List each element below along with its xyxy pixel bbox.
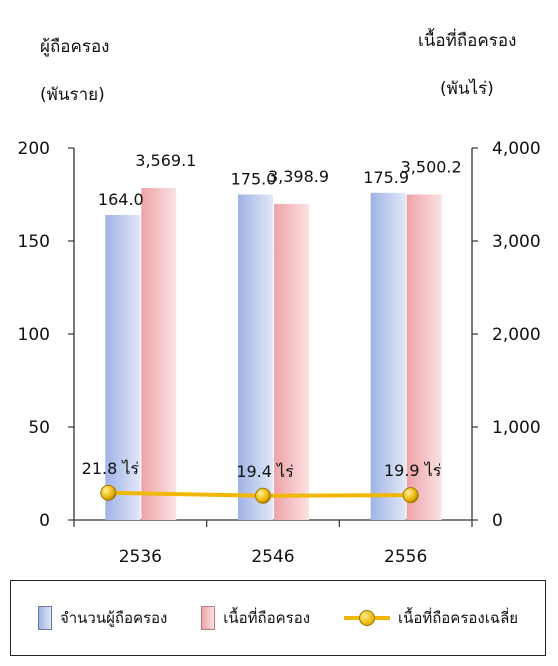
axes-layer: ผู้ถือครอง (พันราย) เนื้อที่ถือครอง (พันไร่…: [18, 28, 541, 567]
average-point: [255, 487, 271, 504]
right-tick-label: 3,000: [492, 232, 541, 252]
legend-swatch-pink: [201, 606, 216, 630]
legend: จำนวนผู้ถือครอง เนื้อที่ถือครอง เนื้อที่…: [10, 580, 546, 656]
data-label-average: 19.9 ไร่: [384, 461, 442, 480]
data-label-holders: 175.0: [231, 170, 277, 189]
x-tick-label: 2556: [384, 547, 427, 567]
right-axis-title: เนื้อที่ถือครอง: [418, 28, 516, 51]
right-tick-label: 4,000: [492, 139, 541, 159]
data-label-area: 3,500.2: [401, 157, 462, 176]
legend-swatch-blue: [37, 606, 52, 630]
legend-item-average: เนื้อที่ถือครองเฉลี่ย: [343, 606, 519, 630]
left-tick-label: 200: [18, 139, 50, 159]
left-tick-label: 50: [28, 418, 50, 438]
bars-layer: [105, 188, 442, 521]
legend-label-average: เนื้อที่ถือครองเฉลี่ย: [397, 609, 519, 627]
bar-holders: [370, 192, 406, 521]
line-layer: [100, 484, 419, 504]
bar-area: [406, 194, 442, 521]
data-label-holders: 164.0: [98, 190, 144, 209]
data-label-holders: 175.9: [363, 168, 409, 187]
legend-swatch-line: [343, 608, 390, 628]
right-axis-unit: (พันไร่): [440, 78, 494, 99]
bar-holders: [105, 214, 141, 520]
left-axis-title: ผู้ถือครอง: [40, 37, 109, 57]
data-label-area: 3,569.1: [135, 151, 196, 170]
data-label-area: 3,398.9: [268, 167, 329, 186]
bar-area: [141, 188, 177, 520]
right-tick-label: 2,000: [492, 325, 541, 345]
legend-item-holders: จำนวนผู้ถือครอง: [37, 606, 168, 630]
left-axis-unit: (พันราย): [40, 85, 105, 105]
right-tick-label: 1,000: [492, 418, 541, 438]
left-tick-label: 100: [18, 325, 50, 345]
x-tick-label: 2536: [119, 547, 162, 567]
left-tick-label: 150: [18, 232, 50, 252]
data-label-average: 21.8 ไร่: [82, 459, 140, 478]
right-tick-label: 0: [492, 511, 503, 531]
legend-label-holders: จำนวนผู้ถือครอง: [59, 609, 168, 627]
left-tick-label: 0: [39, 511, 50, 531]
average-point: [100, 484, 117, 501]
bar-holders: [238, 194, 273, 520]
bar-area: [274, 203, 309, 521]
chart-svg: ผู้ถือครอง (พันราย) เนื้อที่ถือครอง (พันไร่…: [18, 28, 541, 567]
data-label-average: 19.4 ไร่: [236, 462, 294, 481]
legend-label-area: เนื้อที่ถือครอง: [223, 609, 311, 627]
average-point: [402, 487, 419, 504]
x-tick-label: 2546: [251, 547, 294, 567]
legend-item-area: เนื้อที่ถือครอง: [201, 606, 310, 630]
labels-layer: 164.0 3,569.1 175.03,398.9 175.93,500.2 21.8…: [82, 151, 462, 481]
